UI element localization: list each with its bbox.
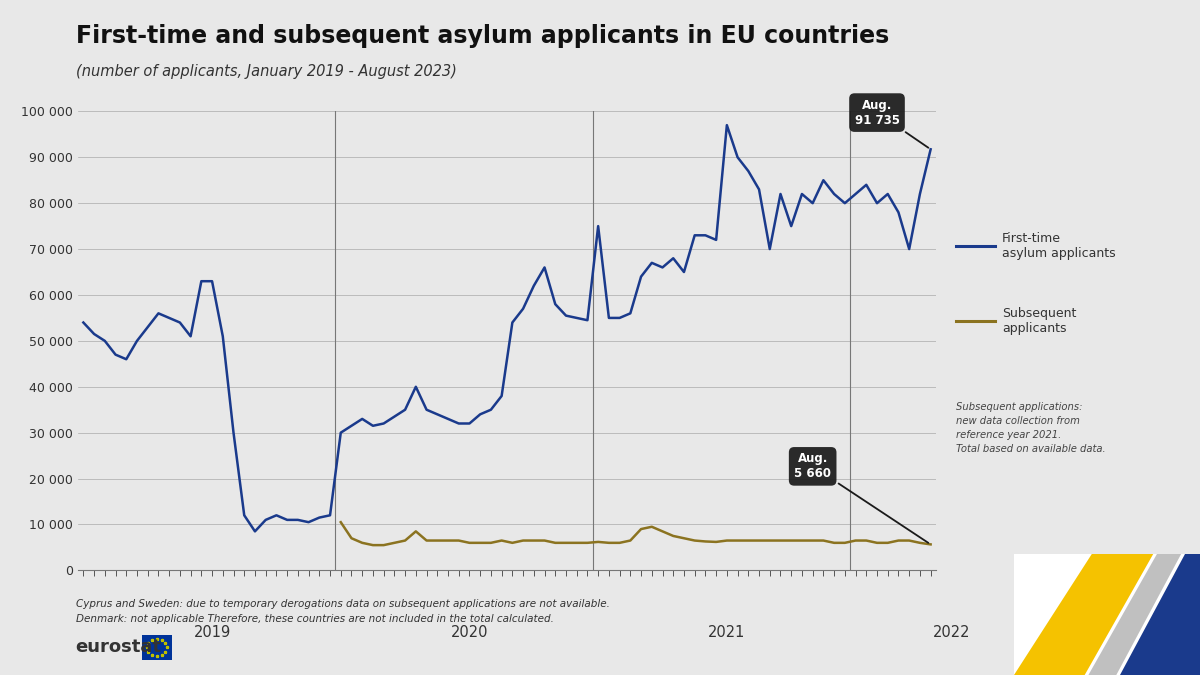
Text: 2023: 2023 bbox=[1094, 626, 1132, 641]
Text: 2021: 2021 bbox=[708, 626, 745, 641]
Polygon shape bbox=[1088, 554, 1182, 675]
Text: First-time
asylum applicants: First-time asylum applicants bbox=[1002, 232, 1116, 261]
Text: 2020: 2020 bbox=[451, 626, 488, 641]
Text: Subsequent
applicants: Subsequent applicants bbox=[1002, 306, 1076, 335]
Text: Aug.
5 660: Aug. 5 660 bbox=[794, 452, 929, 543]
Text: Subsequent applications:
new data collection from
reference year 2021.
Total bas: Subsequent applications: new data collec… bbox=[956, 402, 1106, 454]
Text: eurostat: eurostat bbox=[76, 638, 162, 655]
Text: Denmark: not applicable Therefore, these countries are not included in the total: Denmark: not applicable Therefore, these… bbox=[76, 614, 553, 624]
Text: Cyprus and Sweden: due to temporary derogations data on subsequent applications : Cyprus and Sweden: due to temporary dero… bbox=[76, 599, 610, 610]
Text: Aug.
91 735: Aug. 91 735 bbox=[854, 99, 929, 148]
Text: 2022: 2022 bbox=[934, 626, 971, 641]
Text: (number of applicants, January 2019 - August 2023): (number of applicants, January 2019 - Au… bbox=[76, 64, 456, 79]
Polygon shape bbox=[1120, 554, 1200, 675]
Text: First-time and subsequent asylum applicants in EU countries: First-time and subsequent asylum applica… bbox=[76, 24, 889, 48]
Text: 2019: 2019 bbox=[193, 626, 230, 641]
Polygon shape bbox=[1014, 554, 1153, 675]
